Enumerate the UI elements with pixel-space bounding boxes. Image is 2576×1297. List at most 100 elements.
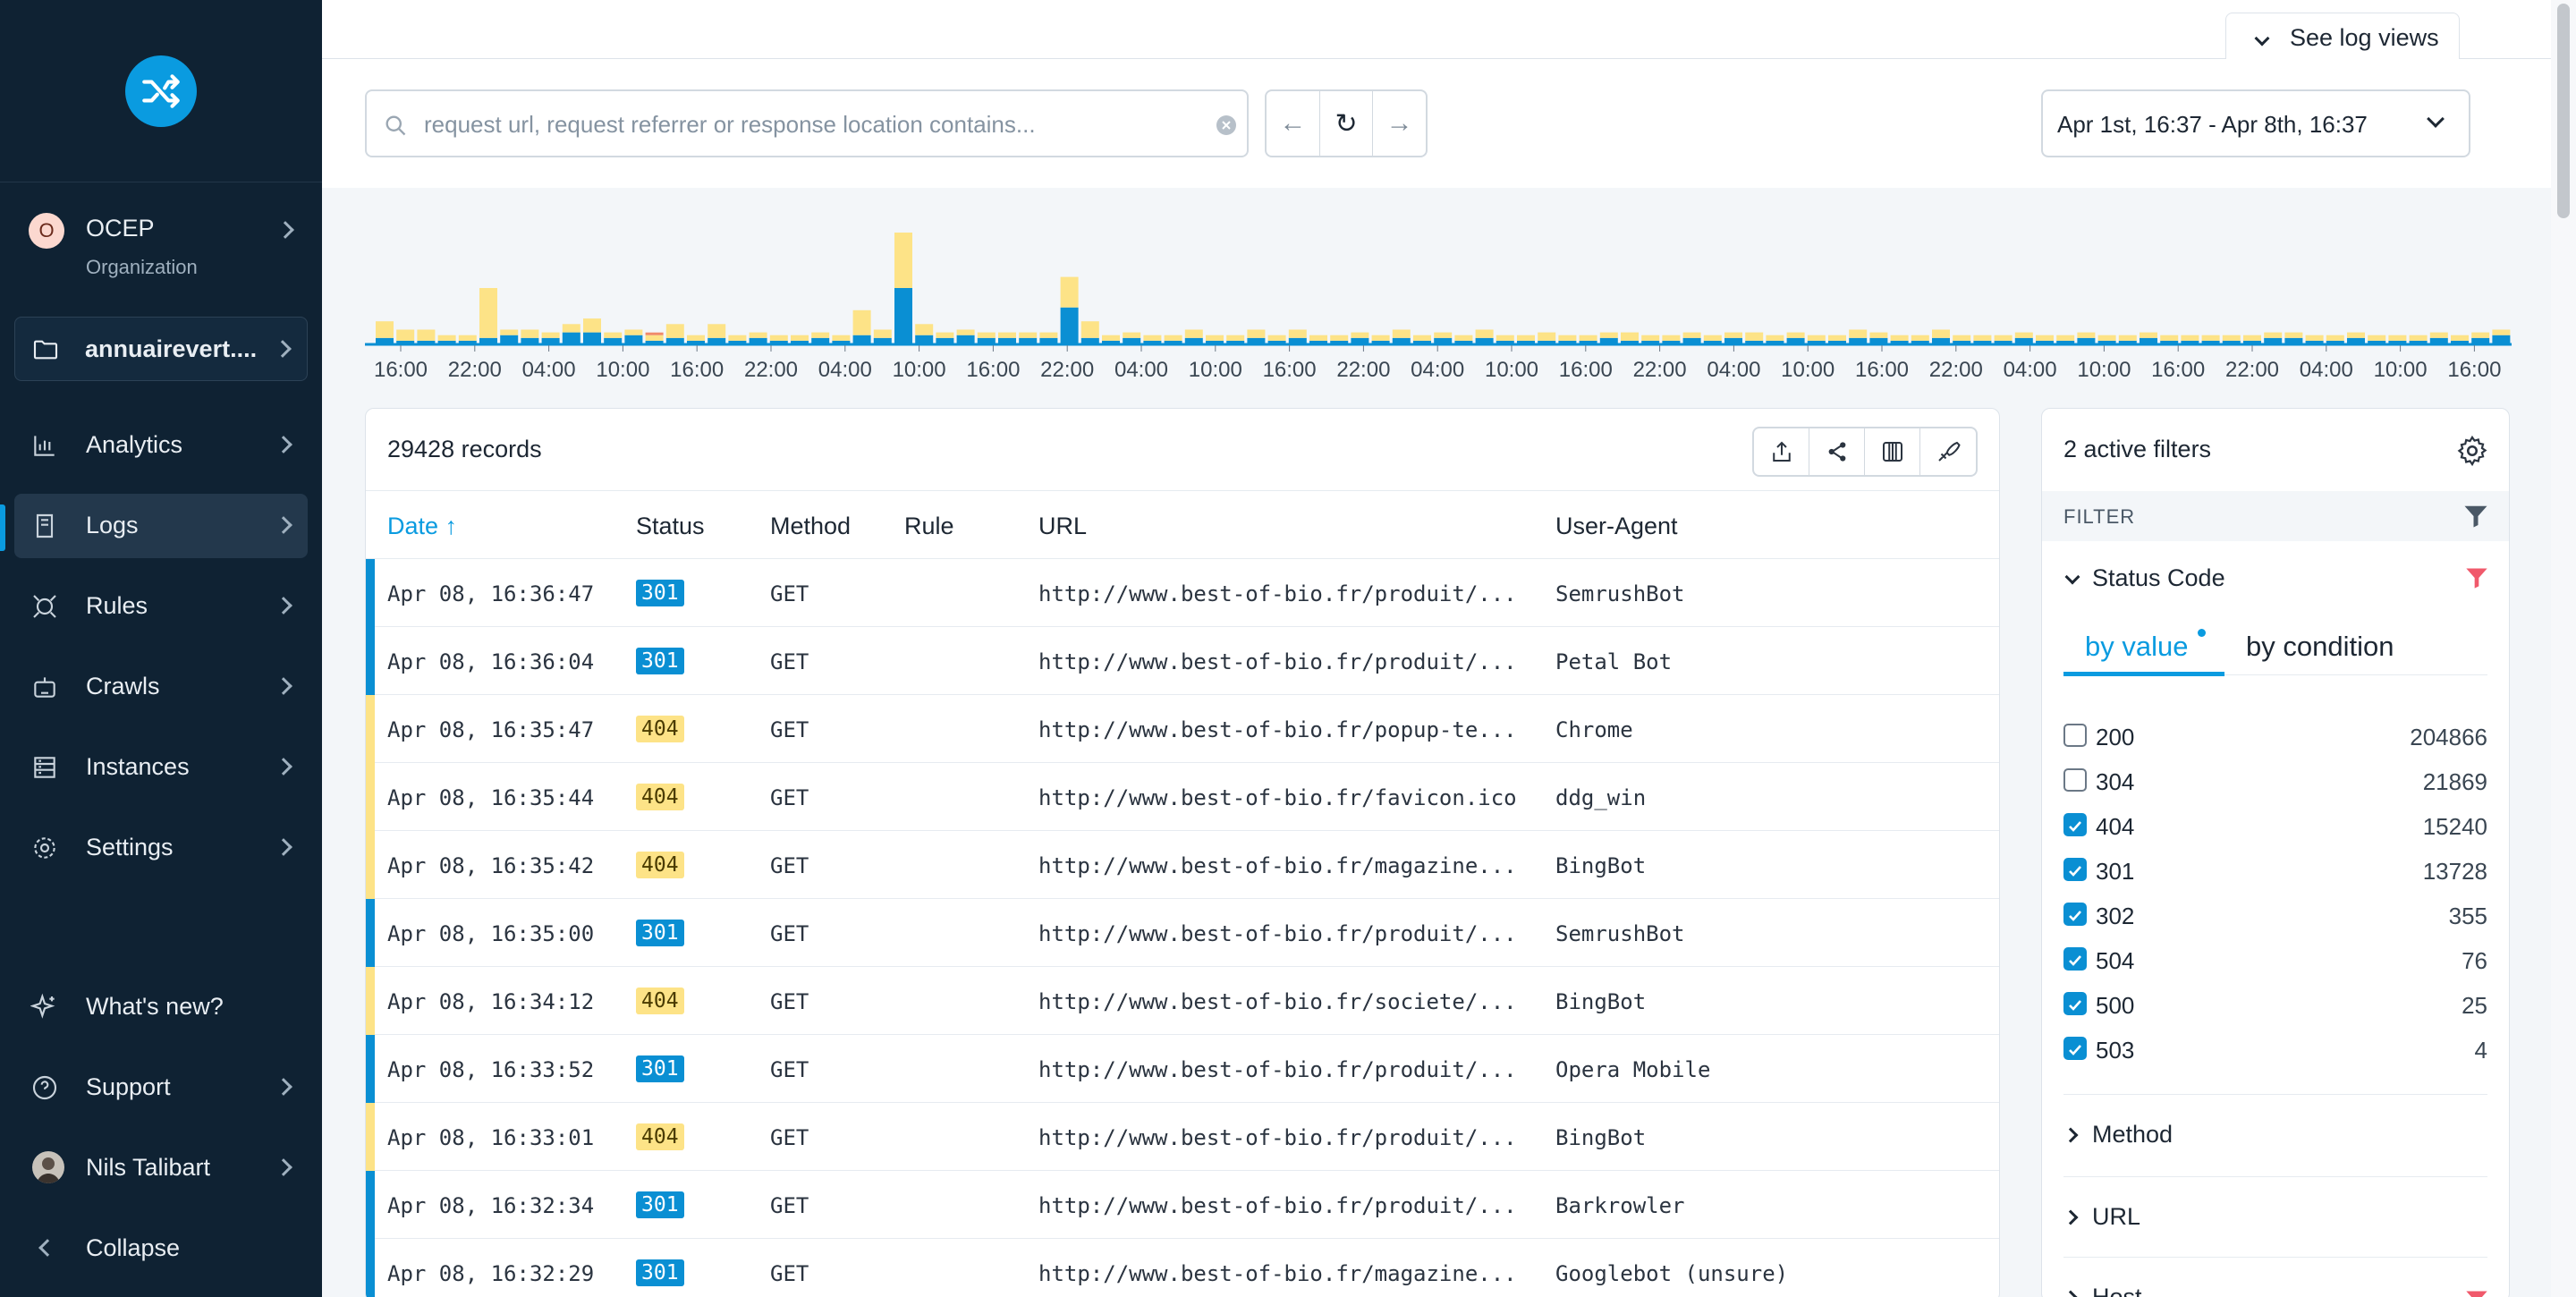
histogram-bar-301[interactable] (2181, 340, 2199, 343)
histogram-bar-404[interactable] (1475, 329, 1494, 338)
histogram-bar-301[interactable] (936, 337, 954, 343)
column-header-status[interactable]: Status (636, 513, 705, 539)
histogram-bar-301[interactable] (1538, 340, 1556, 343)
histogram-bar-301[interactable] (2492, 335, 2511, 343)
histogram-bar-301[interactable] (458, 340, 477, 343)
organization-switcher[interactable]: O OCEP Organization (0, 204, 322, 293)
histogram-bar-404[interactable] (2014, 332, 2033, 338)
histogram-bar-301[interactable] (541, 337, 560, 343)
url-section-title[interactable]: URL (2092, 1203, 2141, 1230)
histogram-bar-404[interactable] (417, 329, 436, 341)
histogram-bar-301[interactable] (479, 337, 497, 343)
histogram-bar-301[interactable] (811, 337, 830, 343)
histogram-bar-404[interactable] (2036, 335, 2054, 341)
support-link[interactable]: Support (14, 1055, 308, 1120)
histogram-bar-404[interactable] (1267, 335, 1286, 341)
histogram-bar-301[interactable] (1060, 307, 1079, 343)
histogram-bar-404[interactable] (687, 335, 705, 341)
histogram-bar-404[interactable] (998, 332, 1016, 338)
histogram-bar-404[interactable] (1496, 335, 1514, 341)
status-option-503[interactable]: 503 4 (2063, 1033, 2487, 1065)
histogram-bar-404[interactable] (1330, 335, 1349, 341)
histogram-bar-404[interactable] (1309, 335, 1327, 341)
histogram-bar-404[interactable] (624, 329, 643, 335)
see-log-views-button[interactable]: See log views (2225, 13, 2460, 61)
histogram-bar-404[interactable] (1911, 335, 1929, 341)
histogram-bar-404[interactable] (376, 321, 394, 338)
tab-by-value[interactable]: by value (2085, 631, 2189, 662)
histogram-bar-301[interactable] (417, 340, 436, 343)
histogram-bar-404[interactable] (1102, 335, 1120, 341)
status-option-404[interactable]: 404 15240 (2063, 810, 2487, 842)
sidebar-item-analytics[interactable]: Analytics (14, 413, 308, 478)
column-header-user-agent[interactable]: User-Agent (1555, 513, 1678, 539)
histogram-bar-404[interactable] (2429, 332, 2448, 338)
histogram-bar-301[interactable] (1890, 340, 1909, 343)
histogram-bar-404[interactable] (2160, 335, 2179, 341)
histogram-bar-301[interactable] (2140, 337, 2157, 343)
export-button[interactable] (1754, 428, 1809, 475)
histogram-bar-404[interactable] (1371, 335, 1390, 341)
clear-search-icon[interactable] (1216, 115, 1236, 135)
histogram-bar-404[interactable] (1143, 335, 1162, 341)
histogram-bar-404[interactable] (1869, 332, 1888, 338)
histogram-bar-301[interactable] (1994, 340, 2012, 343)
histogram-bar-404[interactable] (2305, 335, 2324, 341)
status-option-301[interactable]: 301 13728 (2063, 854, 2487, 886)
table-row[interactable]: Apr 08, 16:35:44 404 GET http://www.best… (366, 763, 1999, 831)
histogram-bar-301[interactable] (1517, 340, 1535, 343)
table-row[interactable]: Apr 08, 16:32:34 301 GET http://www.best… (366, 1171, 1999, 1239)
histogram-bar-404[interactable] (583, 318, 601, 333)
histogram-bar-404[interactable] (769, 335, 788, 341)
histogram-bar-404[interactable] (2409, 335, 2428, 341)
histogram-bar-301[interactable] (769, 340, 788, 343)
histogram-bar-301[interactable] (1953, 340, 1971, 343)
histogram-bar-301[interactable] (1392, 337, 1411, 343)
histogram-bar-404[interactable] (1953, 335, 1971, 341)
status-option-504[interactable]: 504 76 (2063, 944, 2487, 976)
histogram-bar-301[interactable] (1226, 340, 1245, 343)
histogram-bar-404[interactable] (1434, 332, 1453, 338)
histogram-bar-404[interactable] (1807, 335, 1826, 341)
histogram-bar-301[interactable] (500, 335, 519, 343)
histogram-bar-404[interactable] (1454, 335, 1473, 341)
histogram-bar-301[interactable] (624, 335, 643, 343)
histogram-bar-404[interactable] (437, 335, 456, 341)
histogram-bar-301[interactable] (1579, 340, 1597, 343)
histogram-bar-404[interactable] (500, 329, 519, 335)
histogram-bar-301[interactable] (998, 337, 1016, 343)
table-row[interactable]: Apr 08, 16:32:29 301 GET http://www.best… (366, 1239, 1999, 1297)
column-header-rule[interactable]: Rule (904, 513, 954, 539)
histogram-bar-301[interactable] (1496, 340, 1514, 343)
histogram-bar-301[interactable] (1413, 340, 1431, 343)
histogram-bar-301[interactable] (1371, 340, 1390, 343)
histogram-bar-301[interactable] (437, 340, 456, 343)
sidebar-item-rules[interactable]: Rules (14, 574, 308, 639)
table-row[interactable]: Apr 08, 16:35:00 301 GET http://www.best… (366, 899, 1999, 967)
histogram-bar-404[interactable] (521, 329, 539, 338)
histogram-bar-301[interactable] (396, 340, 415, 343)
histogram-bar-404[interactable] (2077, 332, 2096, 338)
histogram-bar-301[interactable] (1247, 337, 1266, 343)
histogram-bar-301[interactable] (583, 332, 601, 343)
histogram-bar-404[interactable] (1413, 335, 1431, 341)
date-range-picker[interactable]: Apr 1st, 16:37 - Apr 8th, 16:37 (2041, 89, 2470, 157)
histogram-bar-404[interactable] (2388, 335, 2407, 341)
histogram-bar-301[interactable] (956, 335, 975, 343)
histogram-bar-301[interactable] (1143, 340, 1162, 343)
histogram-bar-404[interactable] (1662, 335, 1681, 341)
histogram-bar-404[interactable] (1724, 332, 1742, 338)
next-period-button[interactable]: → (1373, 91, 1426, 156)
histogram-bar-301[interactable] (832, 340, 851, 343)
histogram-bar-404[interactable] (1828, 335, 1846, 341)
checkbox[interactable] (2063, 724, 2087, 747)
histogram-bar-404[interactable] (708, 324, 726, 338)
table-row[interactable]: Apr 08, 16:33:01 404 GET http://www.best… (366, 1103, 1999, 1171)
status-option-304[interactable]: 304 21869 (2063, 765, 2487, 797)
histogram-bar-404[interactable] (2140, 332, 2157, 338)
histogram-bar-404[interactable] (1932, 329, 1950, 338)
histogram-bar-404[interactable] (1123, 332, 1141, 338)
histogram-bar-301[interactable] (791, 340, 809, 343)
active-filter-icon[interactable] (2464, 566, 2489, 589)
histogram-bar-301[interactable] (749, 337, 767, 343)
